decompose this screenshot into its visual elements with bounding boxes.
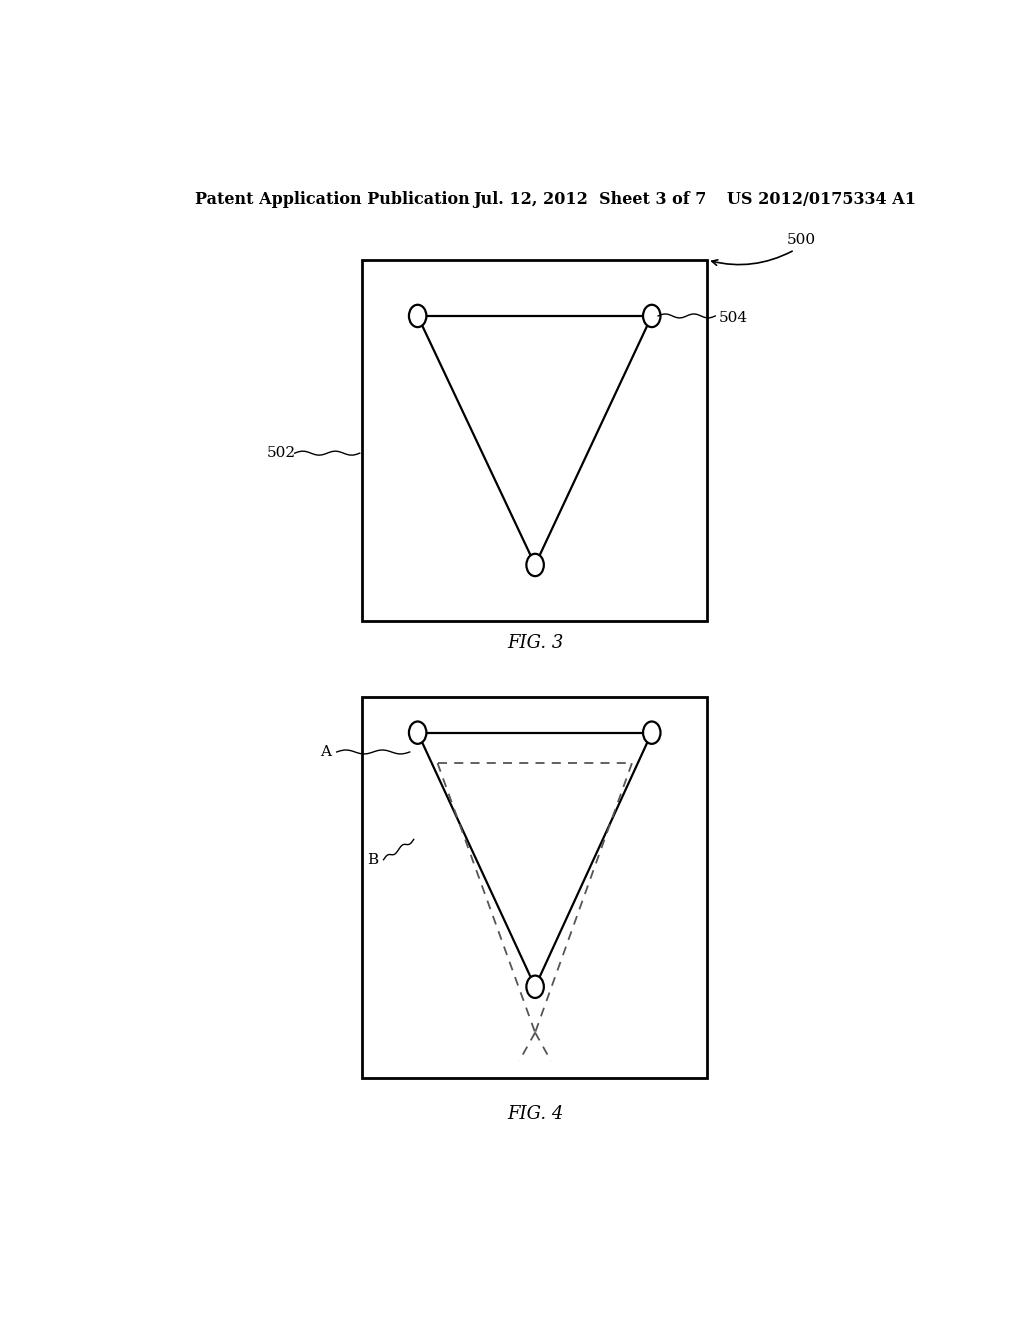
Text: Patent Application Publication: Patent Application Publication [196, 190, 470, 207]
Circle shape [409, 722, 426, 744]
Text: 500: 500 [786, 232, 816, 247]
Circle shape [526, 975, 544, 998]
Text: Jul. 12, 2012  Sheet 3 of 7: Jul. 12, 2012 Sheet 3 of 7 [473, 190, 707, 207]
Text: 504: 504 [719, 312, 749, 325]
Text: US 2012/0175334 A1: US 2012/0175334 A1 [727, 190, 916, 207]
Bar [362, 260, 708, 620]
Circle shape [526, 554, 544, 576]
Text: 502: 502 [267, 446, 296, 461]
Text: B: B [368, 853, 379, 867]
Circle shape [643, 722, 660, 744]
Circle shape [409, 305, 426, 327]
Text: A: A [321, 744, 331, 759]
Text: FIG. 4: FIG. 4 [507, 1105, 563, 1123]
Bar [362, 697, 708, 1078]
Circle shape [643, 305, 660, 327]
Text: FIG. 3: FIG. 3 [507, 634, 563, 652]
